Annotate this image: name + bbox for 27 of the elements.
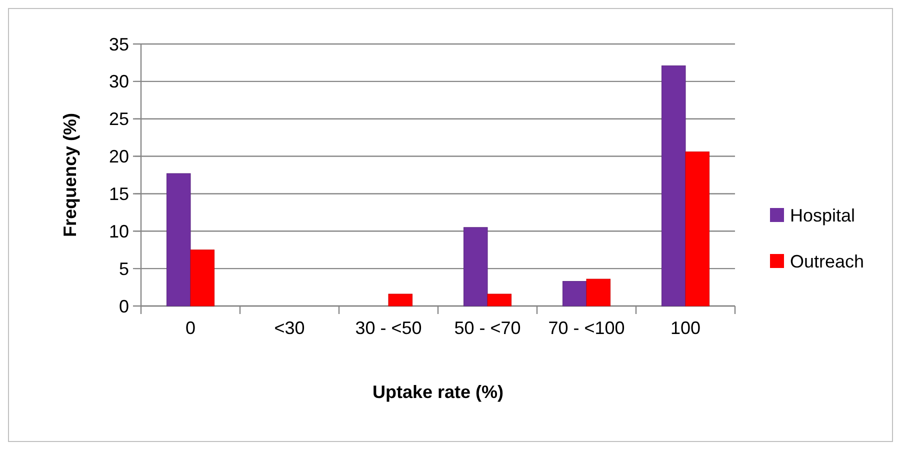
legend-label: Hospital [790,205,856,226]
y-tick-label: 15 [108,184,129,204]
y-tick-label: 25 [108,109,129,130]
y-tick-label: 20 [108,146,129,167]
bar [487,294,512,306]
legend-label: Outreach [790,251,864,272]
x-tick-label: 100 [670,318,701,338]
x-axis-title: Uptake rate (%) [372,382,504,402]
x-tick-label: 0 [185,318,196,338]
bar [562,281,587,306]
y-tick-label: 30 [108,72,129,92]
bar [661,65,686,306]
bar [388,294,413,306]
y-tick-label: 10 [108,221,129,242]
y-tick-label: 5 [118,258,129,279]
y-axis-title: Frequency (%) [60,112,80,238]
x-tick-label: 50 - <70 [454,318,521,338]
bar [685,152,710,306]
x-tick-label: 70 - <100 [548,318,625,338]
bar [586,278,611,306]
x-tick-label: 30 - <50 [355,318,422,338]
bar [463,227,488,306]
bar [166,173,191,306]
bar [190,250,215,306]
y-tick-label: 0 [118,296,129,316]
x-tick-label: <30 [274,318,305,338]
y-tick-label: 35 [108,34,129,54]
